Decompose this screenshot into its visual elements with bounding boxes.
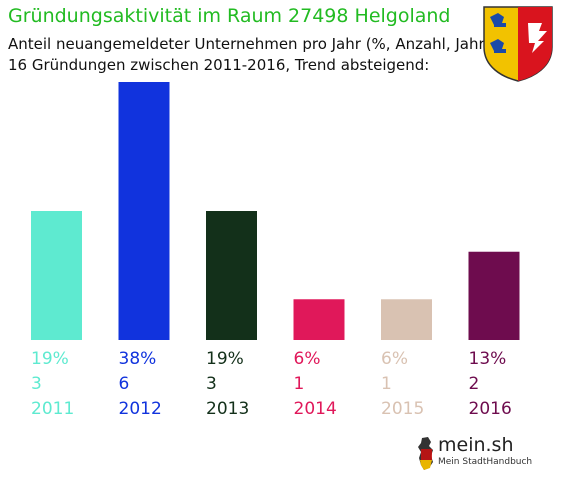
percent-label-2016: 13%	[469, 349, 507, 369]
year-label-2015: 2015	[381, 399, 424, 419]
bar-2016	[468, 251, 520, 340]
brand-logo[interactable]: mein.sh Mein StadtHandbuch	[416, 432, 536, 474]
bar-2012	[118, 82, 170, 340]
count-label-2012: 6	[119, 374, 130, 394]
chart-subtitle: Anteil neuangemeldeter Unternehmen pro J…	[8, 35, 491, 53]
brand-tagline: Mein StadtHandbuch	[438, 457, 533, 467]
coat-of-arms-icon	[483, 6, 553, 82]
brand-name: mein.sh	[438, 434, 514, 456]
count-label-2011: 3	[31, 374, 42, 394]
year-label-2012: 2012	[119, 399, 162, 419]
bar-2015	[381, 299, 432, 340]
percent-label-2015: 6%	[381, 349, 408, 369]
year-label-2011: 2011	[31, 399, 74, 419]
year-label-2013: 2013	[206, 399, 249, 419]
count-label-2016: 2	[469, 374, 480, 394]
count-label-2015: 1	[381, 374, 392, 394]
bar-2011	[31, 211, 82, 340]
percent-label-2014: 6%	[294, 349, 321, 369]
bar-2014	[293, 299, 345, 340]
year-label-2016: 2016	[469, 399, 512, 419]
percent-label-2011: 19%	[31, 349, 69, 369]
bar-2013	[206, 211, 257, 340]
count-label-2014: 1	[294, 374, 305, 394]
percent-label-2013: 19%	[206, 349, 244, 369]
percent-label-2012: 38%	[119, 349, 157, 369]
year-label-2014: 2014	[294, 399, 337, 419]
chart-summary: 16 Gründungen zwischen 2011-2016, Trend …	[8, 56, 430, 74]
count-label-2013: 3	[206, 374, 217, 394]
germany-map-icon	[418, 437, 433, 470]
chart-title: Gründungsaktivität im Raum 27498 Helgola…	[8, 5, 451, 27]
